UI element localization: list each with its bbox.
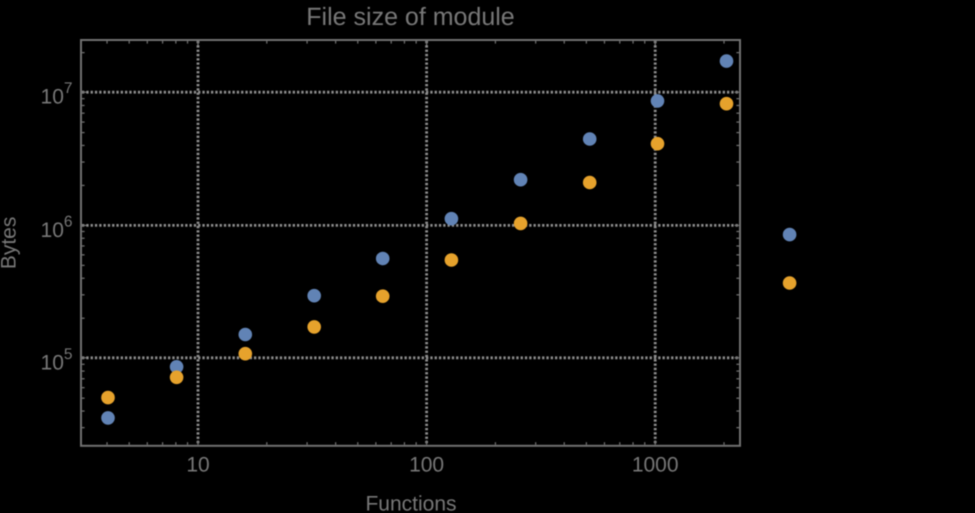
svg-text:Bytes: Bytes [0, 217, 21, 270]
svg-text:Functions: Functions [365, 493, 456, 513]
svg-text:105: 105 [41, 346, 73, 375]
svg-text:106: 106 [41, 213, 73, 242]
svg-text:10: 10 [186, 453, 209, 476]
svg-text:107: 107 [41, 80, 73, 109]
svg-text:100: 100 [409, 453, 444, 476]
svg-text:File size of module: File size of module [306, 3, 514, 31]
svg-text:1000: 1000 [632, 453, 679, 476]
